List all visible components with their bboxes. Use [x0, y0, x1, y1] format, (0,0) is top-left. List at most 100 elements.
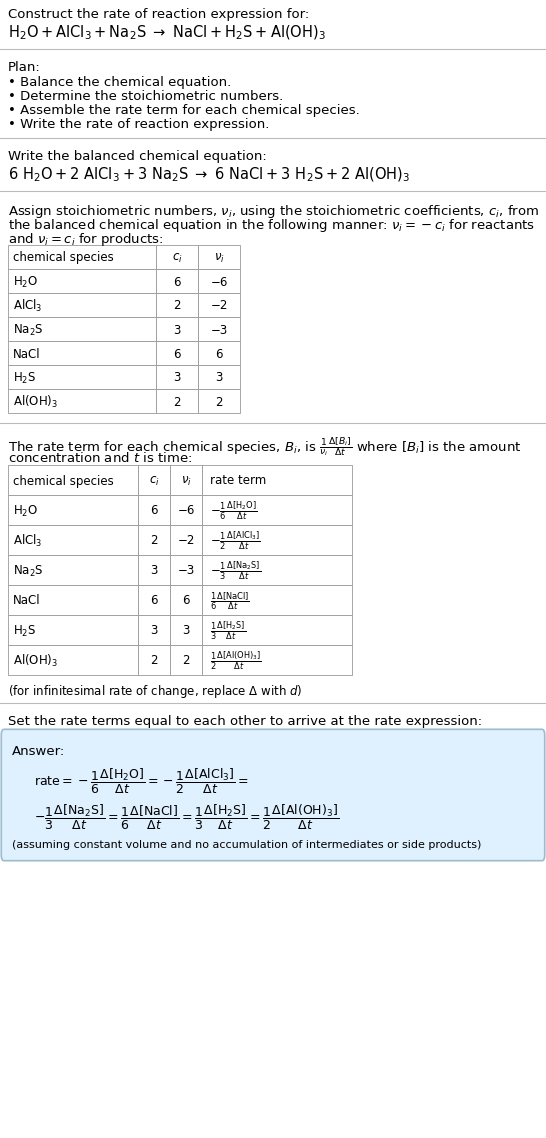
Text: −6: −6	[210, 275, 228, 289]
Bar	[8, 555, 138, 585]
Bar	[198, 389, 240, 413]
Text: 6: 6	[173, 347, 181, 361]
Bar	[8, 269, 156, 292]
Bar	[202, 555, 352, 585]
Text: 2: 2	[215, 396, 223, 409]
Text: 6: 6	[150, 594, 158, 608]
Bar	[8, 645, 138, 675]
Bar	[170, 585, 202, 615]
Text: H$_2$O: H$_2$O	[13, 503, 38, 519]
Text: $\frac{1}{6}\frac{\Delta[\mathrm{NaCl}]}{\Delta t}$: $\frac{1}{6}\frac{\Delta[\mathrm{NaCl}]}…	[210, 591, 250, 612]
Text: The rate term for each chemical species, $B_i$, is $\frac{1}{\nu_i}\frac{\Delta[: The rate term for each chemical species,…	[8, 435, 521, 457]
Text: −3: −3	[177, 564, 194, 577]
Bar	[8, 615, 138, 645]
Bar	[138, 555, 170, 585]
Bar	[8, 318, 156, 341]
Bar	[8, 292, 156, 318]
Bar	[198, 318, 240, 341]
Bar	[170, 555, 202, 585]
Bar	[202, 585, 352, 615]
Text: $\frac{1}{2}\frac{\Delta[\mathrm{Al(OH)_3}]}{\Delta t}$: $\frac{1}{2}\frac{\Delta[\mathrm{Al(OH)_…	[210, 650, 262, 673]
Text: Na$_2$S: Na$_2$S	[13, 322, 44, 338]
Text: • Balance the chemical equation.: • Balance the chemical equation.	[8, 76, 232, 89]
Text: 2: 2	[182, 654, 190, 668]
Bar	[8, 389, 156, 413]
Text: 3: 3	[173, 323, 181, 337]
Bar	[202, 615, 352, 645]
Text: $c_i$: $c_i$	[149, 475, 159, 487]
Text: H$_2$O: H$_2$O	[13, 274, 38, 289]
Text: Al(OH)$_3$: Al(OH)$_3$	[13, 394, 58, 410]
Text: Na$_2$S: Na$_2$S	[13, 563, 44, 578]
Bar	[198, 341, 240, 365]
Bar	[138, 615, 170, 645]
Bar	[156, 341, 198, 365]
Text: 2: 2	[150, 535, 158, 547]
Text: Write the balanced chemical equation:: Write the balanced chemical equation:	[8, 150, 267, 163]
Text: 2: 2	[150, 654, 158, 668]
Bar	[138, 465, 170, 495]
Text: concentration and $t$ is time:: concentration and $t$ is time:	[8, 451, 192, 465]
Text: −2: −2	[177, 535, 195, 547]
Bar	[8, 585, 138, 615]
Bar	[198, 365, 240, 389]
Text: −3: −3	[210, 323, 228, 337]
Text: $c_i$: $c_i$	[171, 251, 182, 264]
Bar	[156, 389, 198, 413]
Bar	[170, 525, 202, 555]
Text: rate term: rate term	[210, 475, 266, 487]
Bar	[156, 318, 198, 341]
Bar	[8, 525, 138, 555]
Text: 3: 3	[173, 371, 181, 385]
Bar	[138, 585, 170, 615]
Bar	[170, 615, 202, 645]
Bar	[156, 245, 198, 269]
Text: 3: 3	[182, 625, 189, 637]
Bar	[8, 495, 138, 525]
Text: and $\nu_i = c_i$ for products:: and $\nu_i = c_i$ for products:	[8, 231, 164, 248]
Text: • Determine the stoichiometric numbers.: • Determine the stoichiometric numbers.	[8, 90, 283, 104]
Text: 6: 6	[150, 504, 158, 518]
Text: Plan:: Plan:	[8, 61, 41, 74]
Text: $\frac{1}{3}\frac{\Delta[\mathrm{H_2S}]}{\Delta t}$: $\frac{1}{3}\frac{\Delta[\mathrm{H_2S}]}…	[210, 620, 246, 642]
Text: $-\frac{1}{6}\frac{\Delta[\mathrm{H_2O}]}{\Delta t}$: $-\frac{1}{6}\frac{\Delta[\mathrm{H_2O}]…	[210, 500, 257, 522]
Text: (for infinitesimal rate of change, replace $\Delta$ with $d$): (for infinitesimal rate of change, repla…	[8, 683, 302, 700]
Text: 6: 6	[173, 275, 181, 289]
Bar	[8, 465, 138, 495]
Bar	[8, 365, 156, 389]
Text: $-\frac{1}{3}\frac{\Delta[\mathrm{Na_2S}]}{\Delta t}$: $-\frac{1}{3}\frac{\Delta[\mathrm{Na_2S}…	[210, 560, 261, 583]
Text: chemical species: chemical species	[13, 475, 114, 487]
Text: 2: 2	[173, 396, 181, 409]
Bar	[198, 269, 240, 292]
Text: AlCl$_3$: AlCl$_3$	[13, 298, 43, 314]
Bar	[170, 465, 202, 495]
Text: $\nu_i$: $\nu_i$	[213, 251, 224, 264]
Text: −6: −6	[177, 504, 195, 518]
Text: Set the rate terms equal to each other to arrive at the rate expression:: Set the rate terms equal to each other t…	[8, 715, 482, 728]
Text: Answer:: Answer:	[12, 745, 66, 758]
Text: the balanced chemical equation in the following manner: $\nu_i = -c_i$ for react: the balanced chemical equation in the fo…	[8, 217, 535, 234]
Text: AlCl$_3$: AlCl$_3$	[13, 533, 43, 549]
Text: $\mathrm{H_2O + AlCl_3 + Na_2S}$ $\rightarrow$ $\mathrm{NaCl + H_2S + Al(OH)_3}$: $\mathrm{H_2O + AlCl_3 + Na_2S}$ $\right…	[8, 24, 326, 42]
Bar	[202, 525, 352, 555]
Text: Al(OH)$_3$: Al(OH)$_3$	[13, 653, 58, 669]
Bar	[198, 292, 240, 318]
Text: $\mathrm{rate} = -\dfrac{1}{6}\dfrac{\Delta[\mathrm{H_2O}]}{\Delta t} = -\dfrac{: $\mathrm{rate} = -\dfrac{1}{6}\dfrac{\De…	[34, 767, 249, 795]
Text: chemical species: chemical species	[13, 251, 114, 264]
Bar	[138, 495, 170, 525]
Bar	[170, 495, 202, 525]
Text: $\nu_i$: $\nu_i$	[181, 475, 192, 487]
Text: 6: 6	[215, 347, 223, 361]
Text: (assuming constant volume and no accumulation of intermediates or side products): (assuming constant volume and no accumul…	[12, 840, 482, 850]
Text: 3: 3	[150, 625, 158, 637]
Bar	[138, 525, 170, 555]
Text: • Write the rate of reaction expression.: • Write the rate of reaction expression.	[8, 118, 269, 131]
Text: 3: 3	[150, 564, 158, 577]
Bar	[156, 269, 198, 292]
Text: NaCl: NaCl	[13, 347, 40, 361]
Text: −2: −2	[210, 299, 228, 313]
Text: $\mathrm{6\ H_2O + 2\ AlCl_3 + 3\ Na_2S}$ $\rightarrow$ $\mathrm{6\ NaCl + 3\ H_: $\mathrm{6\ H_2O + 2\ AlCl_3 + 3\ Na_2S}…	[8, 166, 410, 184]
Bar	[8, 341, 156, 365]
Bar	[156, 292, 198, 318]
Bar	[202, 645, 352, 675]
